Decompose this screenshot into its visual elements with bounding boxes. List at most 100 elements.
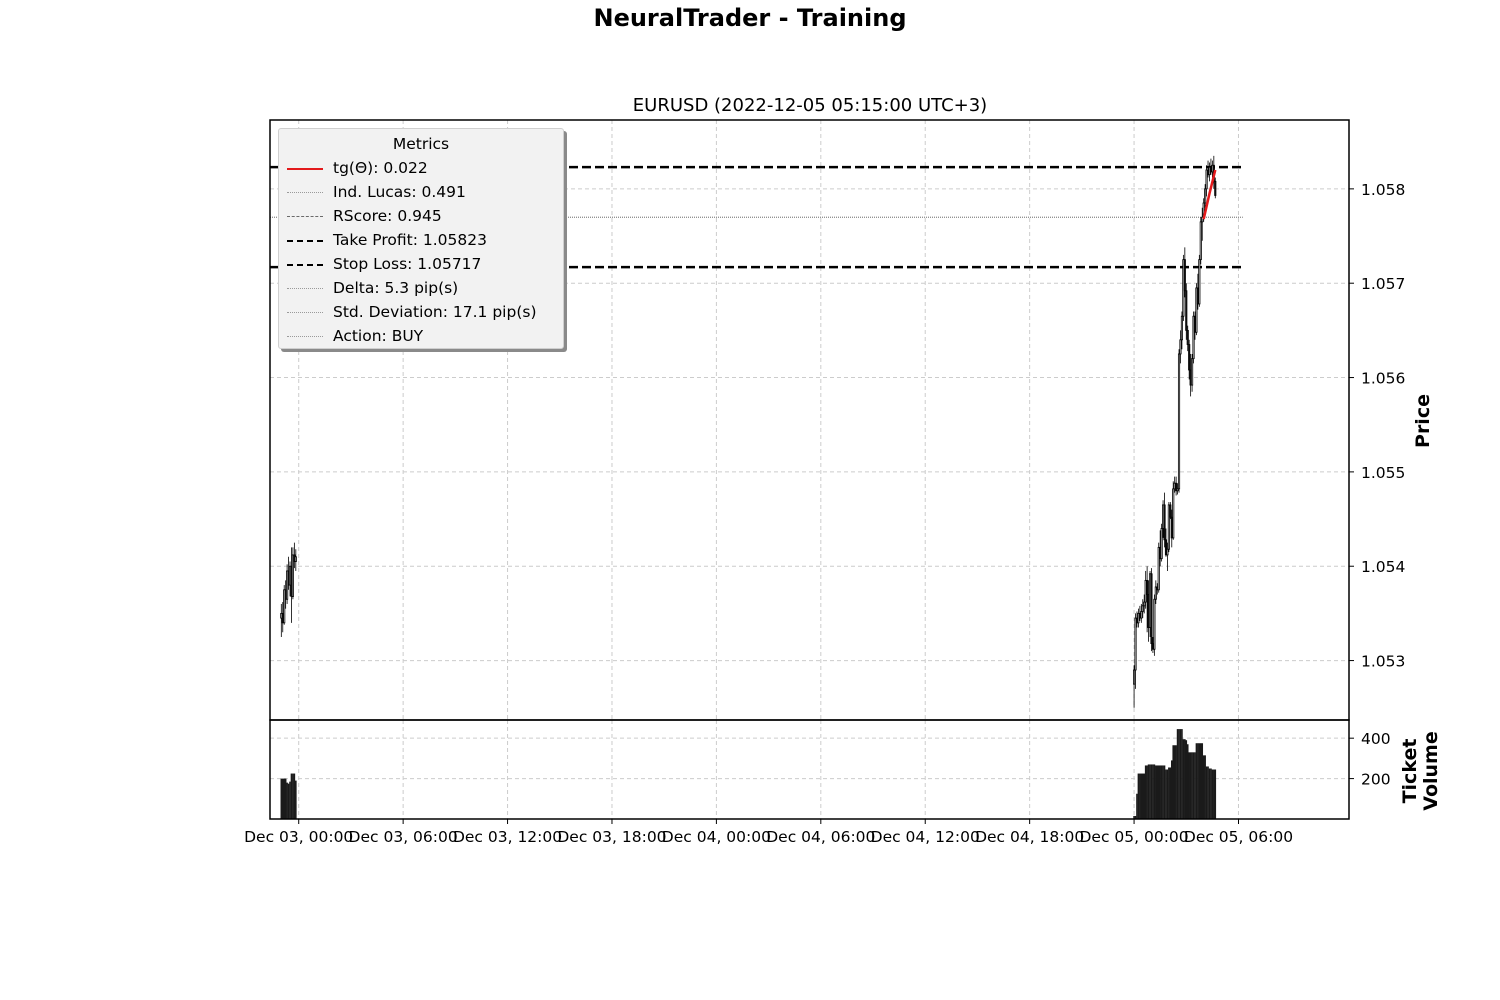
volume-bar: [1173, 745, 1176, 819]
candle-body: [1191, 358, 1194, 386]
x-tick-label: Dec 04, 00:00: [662, 828, 771, 846]
candle-body: [1180, 315, 1183, 341]
candle-body: [1175, 482, 1178, 492]
candle-body: [1141, 605, 1144, 612]
volume-bar: [1202, 755, 1205, 819]
volume-bar: [1178, 729, 1180, 819]
volume-bar: [1197, 743, 1199, 819]
volume-axis-label: TicketVolume: [1399, 731, 1442, 810]
volume-bar: [1182, 739, 1185, 819]
x-tick-label: Dec 03, 00:00: [244, 828, 353, 846]
volume-bar: [1134, 815, 1137, 819]
volume-bar: [1204, 755, 1206, 819]
candle-body: [1146, 579, 1149, 595]
candle-body: [1167, 504, 1170, 550]
volume-bar: [1146, 765, 1148, 819]
price-tick-label: 1.053: [1361, 653, 1405, 671]
volume-bar: [1192, 752, 1195, 819]
volume-bar: [1211, 769, 1214, 819]
candle-body: [1185, 290, 1188, 331]
volume-bar: [1195, 743, 1198, 819]
volume-bar: [281, 778, 284, 819]
candle-body: [1179, 339, 1182, 355]
volume-bar: [1170, 760, 1173, 819]
volume-bar: [283, 778, 286, 819]
candle-body: [1214, 180, 1217, 196]
x-tick-label: Dec 05, 00:00: [1079, 828, 1188, 846]
volume-bar: [1143, 773, 1146, 819]
volume-bar: [290, 773, 293, 819]
volume-bar: [1139, 773, 1141, 819]
volume-bar: [1159, 765, 1161, 819]
volume-bar: [1198, 743, 1201, 819]
candle-body: [1199, 221, 1202, 261]
legend-item: RScore: 0.945: [279, 205, 563, 229]
volume-bar: [292, 773, 294, 819]
candle-body: [1205, 169, 1208, 190]
candlestick-series: [280, 155, 1217, 708]
candle-body: [1201, 216, 1204, 223]
volume-bar: [289, 781, 291, 819]
x-tick-label: Dec 04, 18:00: [975, 828, 1084, 846]
volume-plot-frame: [269, 719, 1350, 820]
price-tick-label: 1.056: [1361, 370, 1405, 388]
volume-bar: [1163, 765, 1166, 819]
volume-bar: [1186, 744, 1189, 819]
candle-body: [1143, 601, 1146, 607]
volume-bar: [1156, 765, 1159, 819]
x-tick-label: Dec 05, 06:00: [1184, 828, 1293, 846]
legend-item: tg(Θ): 0.022: [279, 157, 563, 181]
legend-swatch: [287, 336, 323, 337]
volume-bar: [1144, 765, 1147, 819]
candle-body: [1166, 548, 1169, 556]
volume-bar: [1175, 745, 1177, 819]
candle-body: [1140, 611, 1143, 619]
legend-item: Stop Loss: 1.05717: [279, 253, 563, 277]
volume-bar: [1194, 752, 1196, 819]
candle-body: [1186, 329, 1189, 345]
candle-body: [1183, 259, 1186, 292]
volume-bar: [1191, 752, 1193, 819]
legend-item: Take Profit: 1.05823: [279, 229, 563, 253]
candle-body: [1150, 573, 1153, 644]
legend-swatch: [287, 216, 323, 217]
volume-axis-label-line: Ticket: [1399, 739, 1421, 804]
volume-bar: [1214, 769, 1217, 819]
candle-body: [1153, 598, 1156, 650]
price-tick-label: 1.057: [1361, 275, 1405, 293]
volume-bar: [1140, 773, 1143, 819]
trend-line: [1202, 169, 1217, 220]
volume-bar: [1184, 739, 1186, 819]
x-tick-label: Dec 04, 06:00: [766, 828, 875, 846]
volume-bar: [1205, 766, 1208, 819]
legend-swatch: [287, 264, 323, 266]
volume-bar: [287, 783, 290, 819]
volume-bar: [284, 778, 287, 819]
volume-bar: [1181, 729, 1183, 819]
candle-body: [1163, 504, 1166, 541]
metrics-legend: Metrics tg(Θ): 0.022 Ind. Lucas: 0.491 RSc…: [278, 128, 564, 349]
volume-bar: [1199, 743, 1202, 819]
legend-label: Delta: 5.3 pip(s): [333, 279, 459, 297]
volume-bar: [1179, 729, 1182, 819]
volume-bar: [1169, 767, 1172, 819]
volume-bar: [1155, 765, 1157, 819]
price-tick-label: 1.058: [1361, 181, 1405, 199]
legend-swatch: [287, 192, 323, 193]
legend-swatch: [287, 312, 323, 313]
candle-body: [1160, 528, 1163, 560]
x-tick-label: Dec 04, 12:00: [871, 828, 980, 846]
volume-bar: [1152, 764, 1154, 819]
volume-bar: [1208, 768, 1211, 819]
x-tick-label: Dec 03, 18:00: [557, 828, 666, 846]
volume-axis-label-line: Volume: [1420, 731, 1442, 810]
volume-bar: [1136, 793, 1138, 819]
volume-bar: [1153, 764, 1156, 819]
x-tick-label: Dec 03, 06:00: [349, 828, 458, 846]
candle-body: [1154, 586, 1157, 600]
volume-bar: [1213, 769, 1215, 819]
figure-title: NeuralTrader - Training: [593, 4, 907, 32]
volume-bar: [1141, 773, 1144, 819]
candle-body: [1188, 344, 1191, 371]
